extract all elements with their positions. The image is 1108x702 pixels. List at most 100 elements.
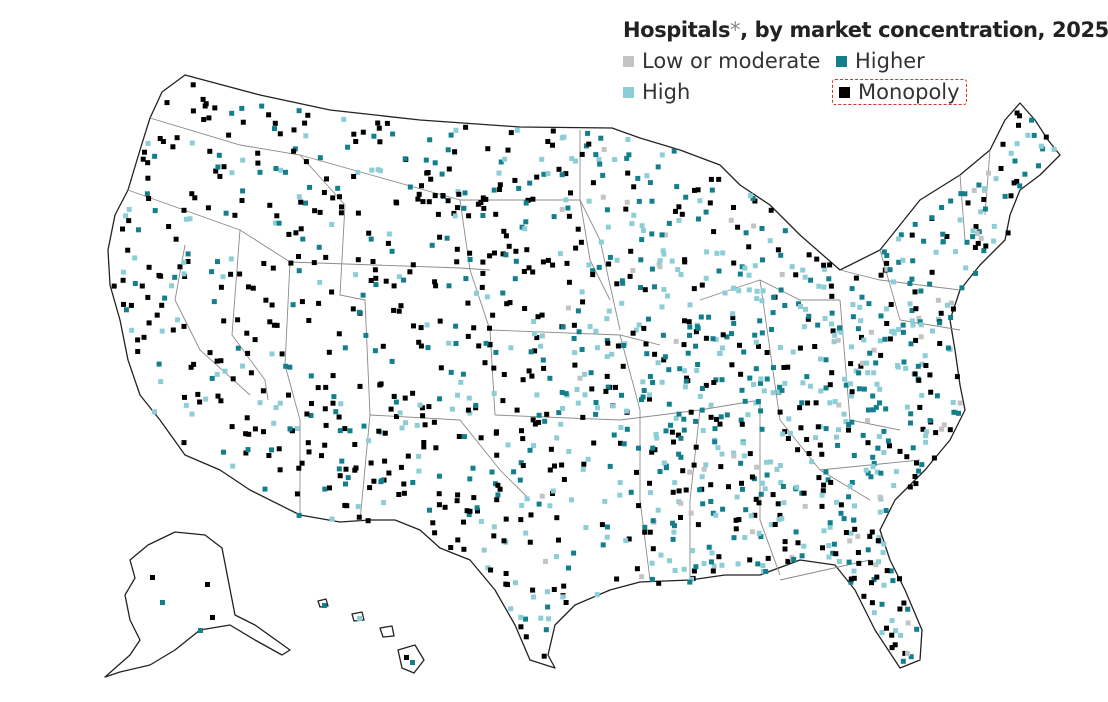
hospital-marker: [703, 209, 709, 215]
hospital-marker: [890, 328, 896, 334]
hospital-marker: [187, 216, 193, 222]
hospital-marker: [692, 187, 697, 193]
hospital-marker: [826, 543, 832, 548]
hospital-marker: [797, 405, 803, 411]
hospital-marker: [378, 381, 384, 387]
hospital-marker: [647, 480, 652, 486]
hospital-marker: [229, 110, 235, 116]
hospital-marker: [777, 409, 783, 415]
hospital-marker: [305, 440, 311, 446]
hospital-marker: [490, 312, 496, 318]
hospital-marker: [846, 559, 852, 565]
hospital-marker: [831, 541, 837, 547]
hospital-marker: [338, 401, 344, 407]
hospital-marker: [563, 197, 569, 203]
hospital-marker: [660, 332, 666, 338]
hospital-marker: [731, 450, 737, 456]
hospital-marker: [252, 337, 258, 343]
hospital-marker: [525, 197, 531, 203]
hospital-marker: [126, 207, 132, 212]
hospital-marker: [778, 480, 784, 486]
hospital-marker: [464, 508, 470, 514]
hospital-marker: [655, 360, 661, 366]
hospital-marker: [896, 236, 902, 242]
hospital-marker: [743, 507, 749, 513]
hospital-marker: [322, 442, 328, 448]
hospital-marker: [411, 323, 416, 329]
hospital-marker: [463, 276, 469, 282]
map-title: Hospitals*, by market concentration, 202…: [623, 18, 1108, 42]
hospital-marker: [378, 479, 384, 485]
hospital-marker: [827, 400, 833, 406]
hospital-marker: [360, 129, 366, 135]
hospital-marker: [401, 277, 407, 283]
hospital-marker: [568, 190, 573, 196]
hospital-marker: [353, 465, 359, 471]
hospital-marker: [305, 112, 311, 118]
hospital-marker: [747, 451, 753, 457]
hospital-marker: [368, 278, 374, 283]
hospital-marker: [573, 245, 579, 251]
hospital-marker: [342, 426, 348, 432]
hospital-marker: [200, 96, 206, 102]
hospital-marker: [487, 342, 493, 347]
hospital-marker: [461, 205, 467, 211]
hospital-marker: [908, 341, 914, 347]
hospital-marker: [628, 248, 634, 254]
hospital-marker: [851, 575, 857, 581]
hospital-marker: [695, 362, 701, 367]
hospital-marker: [605, 384, 611, 390]
hospital-marker: [452, 149, 458, 155]
hospital-marker: [973, 224, 979, 230]
hospital-marker: [501, 228, 507, 234]
hospital-marker: [476, 343, 482, 349]
hospital-marker: [296, 512, 302, 518]
hospital-marker: [965, 200, 971, 206]
hospital-marker: [410, 480, 416, 485]
legend-item-monopoly[interactable]: Monopoly: [832, 79, 967, 105]
hospital-marker: [861, 593, 867, 599]
hospital-marker: [624, 155, 630, 161]
hospital-marker: [764, 350, 770, 355]
hospital-marker: [712, 426, 718, 432]
hospital-marker: [717, 350, 723, 356]
hospital-marker: [758, 380, 763, 386]
hospital-marker: [520, 463, 526, 468]
hospital-marker: [327, 485, 332, 491]
hospital-marker: [647, 180, 653, 186]
hospital-marker: [500, 251, 506, 257]
hospital-marker: [910, 445, 916, 451]
hospital-marker: [704, 249, 710, 255]
hospital-marker: [882, 336, 888, 342]
hospital-marker: [849, 419, 855, 425]
hospital-marker: [455, 492, 461, 498]
hospital-marker: [218, 358, 224, 364]
hospital-marker: [633, 327, 639, 333]
hospital-marker: [539, 333, 545, 339]
hospital-marker: [762, 486, 768, 492]
hospital-marker: [530, 594, 536, 600]
hospital-marker: [682, 384, 688, 390]
hospital-marker: [541, 653, 547, 659]
hospital-marker: [453, 341, 459, 346]
hospital-marker: [665, 293, 670, 299]
hospital-marker: [363, 332, 369, 338]
hospital-marker: [491, 390, 497, 396]
hospital-marker: [439, 171, 445, 177]
hospital-marker: [639, 574, 645, 580]
hospital-marker: [415, 196, 421, 202]
hospital-marker: [944, 234, 950, 239]
hospital-marker: [693, 343, 699, 349]
hospital-marker: [501, 372, 507, 377]
hospital-marker: [142, 149, 147, 155]
hospital-marker: [535, 314, 541, 320]
hospital-marker: [371, 133, 377, 139]
hospital-marker: [669, 429, 675, 435]
hospital-marker: [495, 482, 501, 488]
hospital-marker: [889, 618, 895, 624]
hospital-marker: [574, 387, 580, 392]
hospital-marker: [524, 496, 530, 502]
hospital-marker: [940, 239, 946, 245]
hospital-marker: [881, 582, 887, 588]
hospital-marker: [260, 388, 266, 394]
